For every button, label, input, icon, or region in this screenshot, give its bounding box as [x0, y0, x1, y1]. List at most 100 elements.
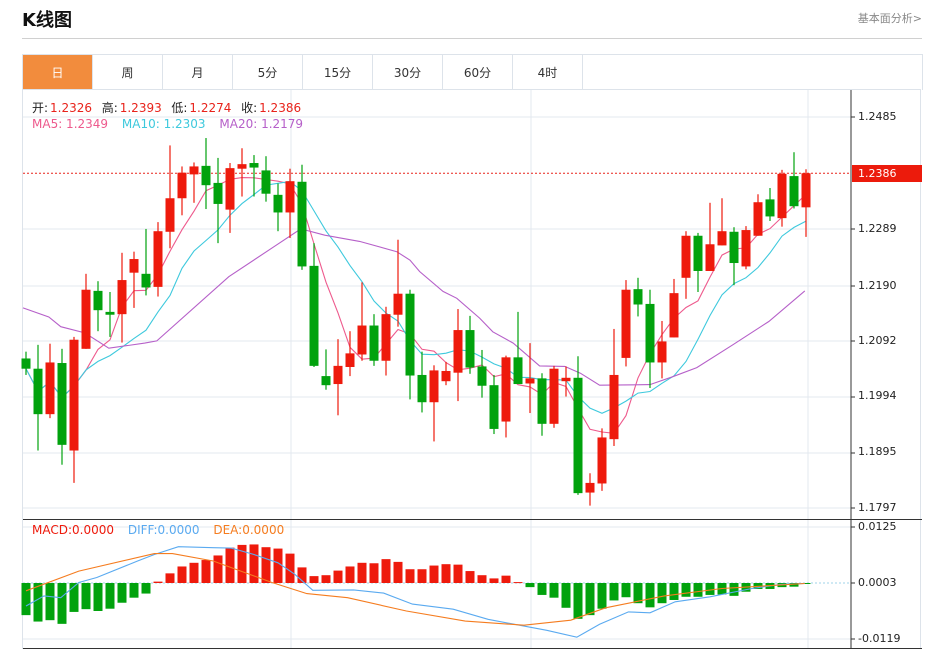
- candle-body: [345, 353, 355, 367]
- tab-4hour[interactable]: 4时: [513, 55, 583, 90]
- tab-30min[interactable]: 30分: [373, 55, 443, 90]
- candle-body: [165, 198, 175, 232]
- macd-bar: [237, 544, 247, 583]
- candle: [513, 311, 523, 385]
- tab-month[interactable]: 月: [163, 55, 233, 90]
- ma5-label: MA5: 1.2349: [32, 117, 109, 131]
- candle-body: [681, 235, 691, 278]
- candle: [201, 138, 211, 210]
- open-label: 开:: [32, 101, 49, 115]
- candle: [189, 162, 199, 203]
- candle: [645, 289, 655, 389]
- candle-body: [225, 168, 235, 210]
- candle: [657, 320, 667, 379]
- candle: [69, 336, 79, 483]
- macd-legend: MACD:0.0000 DIFF:0.0000 DEA:0.0000: [32, 523, 286, 537]
- macd-bar: [585, 583, 595, 616]
- candle-body: [705, 244, 715, 271]
- macd-bar: [789, 583, 799, 587]
- macd-bar: [57, 583, 67, 624]
- candle: [153, 222, 163, 297]
- candle-body: [81, 289, 91, 349]
- price-tick: 1.2289: [858, 222, 897, 235]
- fundamental-analysis-link[interactable]: 基本面分析>: [857, 12, 922, 25]
- macd-bar: [645, 583, 655, 608]
- candle: [765, 188, 775, 221]
- candle: [405, 289, 415, 400]
- candle-body: [729, 231, 739, 264]
- candle-body: [573, 377, 583, 494]
- close-label: 收:: [241, 101, 258, 115]
- ma20-line: [22, 228, 806, 386]
- candle: [93, 281, 103, 332]
- candle: [381, 306, 391, 376]
- candle-body: [765, 199, 775, 217]
- candle: [465, 315, 475, 374]
- ma20-label: MA20: 1.2179: [219, 117, 304, 131]
- candle: [213, 157, 223, 244]
- macd-bar: [681, 583, 691, 597]
- tab-60min[interactable]: 60分: [443, 55, 513, 90]
- candle-body: [669, 293, 679, 338]
- candle-body: [297, 181, 307, 267]
- macd-bar: [573, 583, 583, 619]
- macd-bar: [453, 564, 463, 583]
- candle-body: [657, 341, 667, 363]
- candle: [597, 428, 607, 491]
- high-value: 1.2393: [119, 101, 162, 115]
- candle-body: [561, 377, 571, 382]
- tab-day[interactable]: 日: [23, 55, 93, 90]
- candle: [33, 344, 43, 451]
- candle-body: [321, 376, 331, 386]
- candle-body: [525, 378, 535, 384]
- open-value: 1.2326: [50, 101, 93, 115]
- candle: [729, 227, 739, 286]
- tab-week[interactable]: 周: [93, 55, 163, 90]
- macd-bar: [429, 565, 439, 583]
- candle-body: [237, 164, 247, 169]
- candle-body: [357, 325, 367, 355]
- macd-bar: [381, 559, 391, 583]
- candle-body: [45, 362, 55, 415]
- macd-bar: [669, 583, 679, 600]
- low-value: 1.2274: [189, 101, 232, 115]
- candle-body: [201, 165, 211, 186]
- candle: [561, 366, 571, 397]
- candle-body: [741, 230, 751, 267]
- candle-body: [309, 265, 319, 366]
- candle-body: [789, 176, 799, 207]
- candle: [537, 373, 547, 436]
- macd-bar: [597, 583, 607, 609]
- candle: [345, 331, 355, 377]
- dea-label: DEA:0.0000: [213, 523, 285, 537]
- candle: [297, 164, 307, 270]
- candle: [429, 365, 439, 442]
- price-tick: 1.2092: [858, 334, 897, 347]
- candle-body: [93, 290, 103, 311]
- close-value: 1.2386: [259, 101, 302, 115]
- macd-bar: [477, 575, 487, 583]
- macd-bar: [621, 583, 631, 598]
- candle: [633, 277, 643, 317]
- macd-bar: [261, 547, 271, 583]
- candle: [357, 282, 367, 361]
- tab-5min[interactable]: 5分: [233, 55, 303, 90]
- macd-bar: [21, 583, 31, 616]
- candle-body: [417, 374, 427, 403]
- macd-bar: [345, 566, 355, 583]
- candle: [333, 339, 343, 416]
- macd-bar: [561, 583, 571, 608]
- page-title: K线图: [22, 10, 72, 31]
- candle: [177, 166, 187, 216]
- tab-15min[interactable]: 15分: [303, 55, 373, 90]
- macd-label: MACD:0.0000: [32, 523, 115, 537]
- candle: [669, 278, 679, 338]
- candle-body: [189, 166, 199, 175]
- macd-bar: [417, 569, 427, 583]
- candle: [285, 168, 295, 239]
- macd-bar: [309, 576, 319, 583]
- macd-bar: [525, 583, 535, 588]
- candle: [165, 145, 175, 249]
- candle-body: [489, 385, 499, 429]
